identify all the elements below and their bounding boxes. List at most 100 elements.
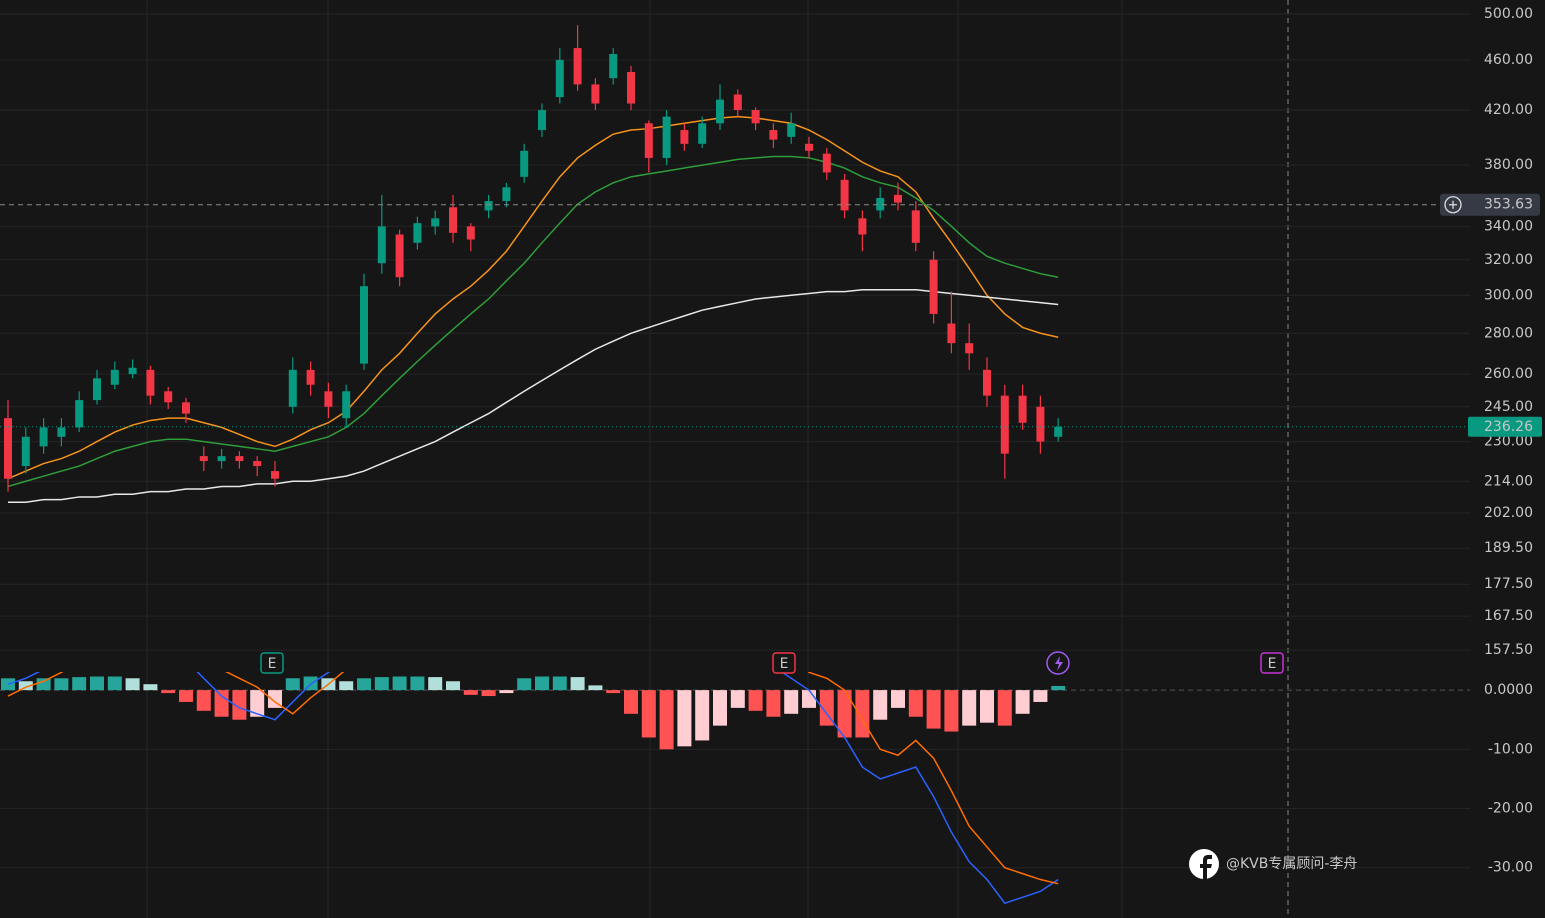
watermark-icon-f bbox=[1200, 855, 1212, 880]
macd-histogram-bar bbox=[214, 690, 229, 717]
macd-histogram-bar bbox=[196, 690, 211, 711]
candle-body bbox=[235, 456, 244, 462]
macd-histogram-bar bbox=[54, 678, 69, 691]
macd-histogram-bar bbox=[997, 690, 1012, 726]
news-bolt bbox=[1055, 656, 1063, 671]
candle-body bbox=[324, 391, 333, 407]
macd-histogram-bar bbox=[713, 690, 727, 726]
candle-body bbox=[1054, 426, 1063, 437]
y-tick-label: 202.00 bbox=[1484, 505, 1533, 521]
candle-body bbox=[1000, 395, 1009, 454]
macd-histogram-bar bbox=[588, 685, 603, 691]
candle-body bbox=[4, 418, 12, 479]
candle-body bbox=[288, 369, 297, 407]
candle-body bbox=[840, 179, 849, 211]
macd-histogram-bar bbox=[908, 690, 923, 717]
macd-histogram-bar bbox=[962, 690, 977, 726]
candle-body bbox=[57, 427, 66, 437]
candle-body bbox=[306, 369, 315, 385]
earnings-marker bbox=[260, 652, 284, 674]
macd-histogram-bar bbox=[677, 690, 692, 747]
macd-histogram-bar bbox=[250, 690, 265, 717]
candle-body bbox=[128, 367, 137, 375]
y-tick-label: 177.50 bbox=[1484, 576, 1533, 592]
candle-body bbox=[929, 259, 938, 314]
candle-body bbox=[894, 194, 902, 203]
candle-body bbox=[413, 223, 422, 243]
candle-body bbox=[182, 402, 190, 414]
macd-line bbox=[7, 672, 1059, 905]
macd-histogram-bar bbox=[125, 678, 140, 691]
y-tick-label: 214.00 bbox=[1484, 473, 1533, 489]
candle-body bbox=[21, 436, 30, 467]
macd-histogram-bar bbox=[18, 681, 33, 691]
earnings-marker bbox=[772, 652, 796, 674]
candle-body bbox=[395, 234, 404, 278]
macd-histogram-bar bbox=[926, 690, 941, 729]
macd-histogram-bar bbox=[499, 690, 514, 694]
macd-histogram-bar bbox=[819, 690, 834, 726]
macd-histogram-bar bbox=[72, 677, 87, 691]
add-alert-plus bbox=[1449, 200, 1457, 209]
y2-tick-label: -20.00 bbox=[1488, 801, 1533, 817]
macd-histogram-bar bbox=[90, 676, 104, 691]
candle-body bbox=[75, 400, 84, 428]
earnings-label: E bbox=[268, 656, 277, 672]
y-tick-label: 420.00 bbox=[1484, 102, 1533, 118]
candle-body bbox=[377, 226, 386, 264]
candle-body bbox=[769, 130, 778, 140]
macd-histogram-bar bbox=[1051, 685, 1066, 691]
candle-body bbox=[733, 94, 742, 111]
candle-body bbox=[39, 427, 48, 447]
macd-histogram-bar bbox=[179, 690, 193, 702]
candle-body bbox=[1036, 406, 1045, 442]
y2-tick-label: -10.00 bbox=[1488, 741, 1533, 757]
macd-histogram-bar bbox=[944, 690, 959, 732]
crosshair-price: 353.63 bbox=[1484, 197, 1533, 213]
macd-histogram-bar bbox=[1033, 690, 1048, 702]
macd-histogram-bar bbox=[766, 690, 781, 717]
macd-histogram-bar bbox=[659, 690, 674, 750]
candle-body bbox=[591, 84, 600, 104]
candle-body bbox=[965, 343, 974, 354]
candle-body bbox=[449, 207, 457, 233]
candle-body bbox=[787, 123, 796, 137]
macd-histogram-bar bbox=[161, 690, 176, 694]
candle-body bbox=[484, 201, 493, 211]
macd-histogram-bar bbox=[641, 690, 656, 738]
y-tick-label: 260.00 bbox=[1484, 366, 1533, 382]
y-tick-label: 189.50 bbox=[1484, 540, 1533, 556]
candle-body bbox=[199, 456, 208, 462]
macd-histogram-bar bbox=[232, 690, 247, 720]
macd-histogram-bar bbox=[1015, 690, 1030, 714]
macd-histogram-bar bbox=[481, 690, 496, 697]
candle-body bbox=[1018, 395, 1027, 423]
moving-average bbox=[7, 155, 1059, 488]
y2-tick-label: 0.0000 bbox=[1484, 682, 1533, 698]
signal-line bbox=[7, 672, 1059, 885]
earnings-label: E bbox=[1268, 656, 1277, 672]
crosshair-label-bg bbox=[1440, 193, 1540, 216]
macd-histogram-bar bbox=[552, 676, 567, 691]
macd-histogram-bar bbox=[143, 684, 158, 691]
last-price-bg bbox=[1468, 416, 1542, 437]
earnings-marker bbox=[1260, 652, 1284, 674]
last-price: 236.26 bbox=[1484, 419, 1533, 435]
moving-average bbox=[8, 289, 1059, 504]
macd-histogram-bar bbox=[837, 690, 852, 738]
macd-histogram-bar bbox=[428, 677, 443, 691]
candle-body bbox=[644, 123, 653, 158]
y-tick-label: 340.00 bbox=[1484, 218, 1533, 234]
watermark: @KVB专属顾问-李舟 bbox=[1226, 856, 1357, 872]
candle-body bbox=[716, 99, 724, 124]
y-tick-label: 380.00 bbox=[1484, 157, 1533, 173]
candle-body bbox=[502, 187, 511, 202]
candle-body bbox=[627, 72, 635, 104]
candle-body bbox=[146, 369, 155, 396]
candle-body bbox=[983, 369, 991, 396]
candle-body bbox=[751, 110, 760, 124]
y-tick-label: 460.00 bbox=[1484, 52, 1533, 68]
y-tick-label: 280.00 bbox=[1484, 325, 1533, 341]
candle-body bbox=[555, 59, 564, 98]
